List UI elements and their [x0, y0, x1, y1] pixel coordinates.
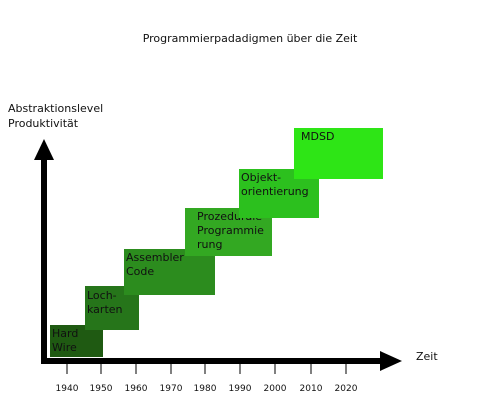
x-tick-label: 1940: [55, 384, 79, 394]
y-axis-label-line-2: Produktivität: [8, 117, 79, 130]
x-axis-line: [41, 358, 383, 364]
x-tick-label: 1990: [228, 384, 252, 394]
x-tick-label: 1970: [159, 384, 183, 394]
x-tick-label: 2010: [299, 384, 323, 394]
x-axis-ticks: [66, 364, 347, 374]
x-tick-label: 2020: [334, 384, 358, 394]
step-hard-wire: Hard Wire: [50, 325, 103, 357]
x-tick-label: 1950: [89, 384, 113, 394]
y-axis-label: Abstraktionslevel Produktivität: [8, 101, 103, 131]
step-label-line: orientierung: [241, 185, 309, 198]
y-axis-line: [41, 158, 47, 364]
step-label-line: rung: [197, 238, 223, 251]
step-label-line: Objekt-: [241, 171, 282, 184]
step-label-line: Code: [126, 265, 155, 278]
y-axis-label-line-1: Abstraktionslevel: [8, 102, 104, 115]
x-tick-label: 1980: [193, 384, 217, 394]
step-mdsd: MDSD: [294, 128, 383, 179]
step-label-line: Wire: [52, 341, 77, 354]
x-axis-label: Zeit: [416, 350, 438, 363]
x-axis-arrowhead: [380, 351, 402, 371]
step-label-line: Hard: [52, 327, 79, 340]
step-label-line: karten: [87, 303, 123, 316]
step-label-line: MDSD: [301, 130, 335, 143]
y-axis-arrowhead: [34, 139, 54, 160]
step-label-line: Programmie: [197, 224, 264, 237]
x-tick-label: 2000: [263, 384, 287, 394]
diagram-title: Programmierpadadigmen über die Zeit: [142, 32, 358, 45]
step-assembler-code: Assembler Code: [124, 249, 215, 295]
step-label-line: Assembler: [126, 251, 184, 264]
x-tick-label: 1960: [124, 384, 148, 394]
step-label-line: Loch-: [87, 289, 117, 302]
